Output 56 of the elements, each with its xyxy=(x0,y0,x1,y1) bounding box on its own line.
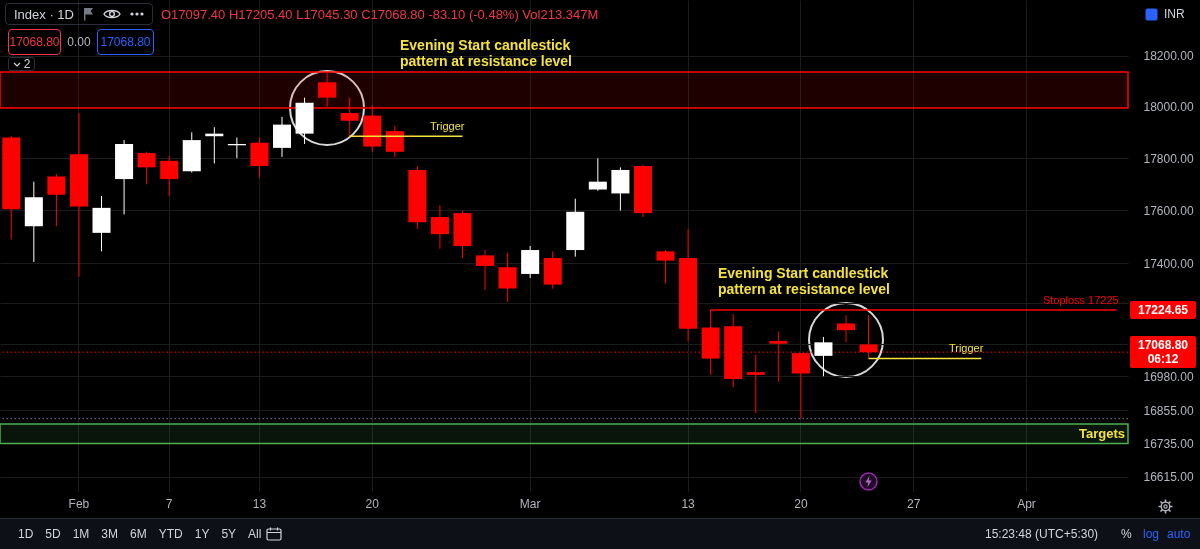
text: 15:23:48 (UTC+5:30) xyxy=(985,527,1099,541)
candlestick xyxy=(498,252,517,303)
x-tick-label: 27 xyxy=(907,496,921,511)
x-tick-label: 13 xyxy=(681,496,696,511)
candlestick xyxy=(476,249,495,291)
candlestick xyxy=(588,157,607,192)
series-label: Trigger xyxy=(430,120,465,133)
candlestick xyxy=(318,71,337,108)
annotation: 17068.80 xyxy=(9,35,60,49)
text: INR xyxy=(1164,7,1185,21)
band-label: Targets xyxy=(1079,425,1125,441)
candlestick xyxy=(836,314,856,343)
candlestick xyxy=(250,137,269,179)
candlestick xyxy=(385,125,404,158)
candlestick xyxy=(47,173,66,227)
candlestick xyxy=(814,336,833,377)
text: 17224.65 xyxy=(1130,303,1196,318)
text: Index · 1D xyxy=(14,6,74,22)
text: log xyxy=(1143,527,1160,541)
text: 1D 5D 1M 3M 6M YTD 1Y 5Y All xyxy=(18,527,262,541)
text: % xyxy=(1121,527,1132,541)
y-tick-label: 16855.00 xyxy=(1143,403,1194,418)
annotation: Evening Start candlestick pattern at resistance level xyxy=(400,37,572,69)
ref-line-label: 17068.80 06:12 xyxy=(1130,338,1196,367)
annotation: 2 xyxy=(23,57,31,71)
text: auto xyxy=(1167,527,1191,541)
y-tick-label: 16615.00 xyxy=(1143,470,1194,485)
candlestick xyxy=(611,166,630,211)
series-label: Stoploss 17225 xyxy=(1042,294,1119,307)
x-tick-label: Mar xyxy=(519,496,541,511)
annotation: Evening Start candlestick pattern at resistance level xyxy=(718,265,890,297)
y-tick-label: 17400.00 xyxy=(1143,256,1194,271)
candlestick xyxy=(340,97,359,137)
y-tick-label: 16735.00 xyxy=(1143,436,1194,451)
x-tick-label: 20 xyxy=(365,496,380,511)
candlestick xyxy=(656,249,675,284)
text: O17097.40 H17205.40 L17045.30 C17068.80 -83.10 (-0.48%) Vol213.347M xyxy=(160,6,599,22)
candlestick xyxy=(746,354,765,414)
annotation: 17068.80 xyxy=(100,35,151,49)
x-tick-label: 13 xyxy=(252,496,267,511)
y-tick-label: 17800.00 xyxy=(1143,151,1194,166)
y-tick-label: 18000.00 xyxy=(1143,100,1194,115)
x-tick-label: Apr xyxy=(1017,496,1036,511)
candlestick xyxy=(272,116,292,158)
candlestick xyxy=(430,204,449,250)
y-tick-label: 16980.00 xyxy=(1143,369,1194,384)
candlestick xyxy=(137,151,156,185)
y-tick-label: 17600.00 xyxy=(1143,203,1194,218)
x-tick-label: Feb xyxy=(68,496,90,511)
y-tick-label: 18200.00 xyxy=(1143,49,1194,64)
x-tick-label: 7 xyxy=(165,496,173,511)
candlestick xyxy=(160,155,179,197)
x-tick-label: 20 xyxy=(794,496,808,511)
candlestick xyxy=(521,245,540,279)
series-label: Trigger xyxy=(948,342,984,355)
annotation: 0.00 xyxy=(67,35,91,49)
